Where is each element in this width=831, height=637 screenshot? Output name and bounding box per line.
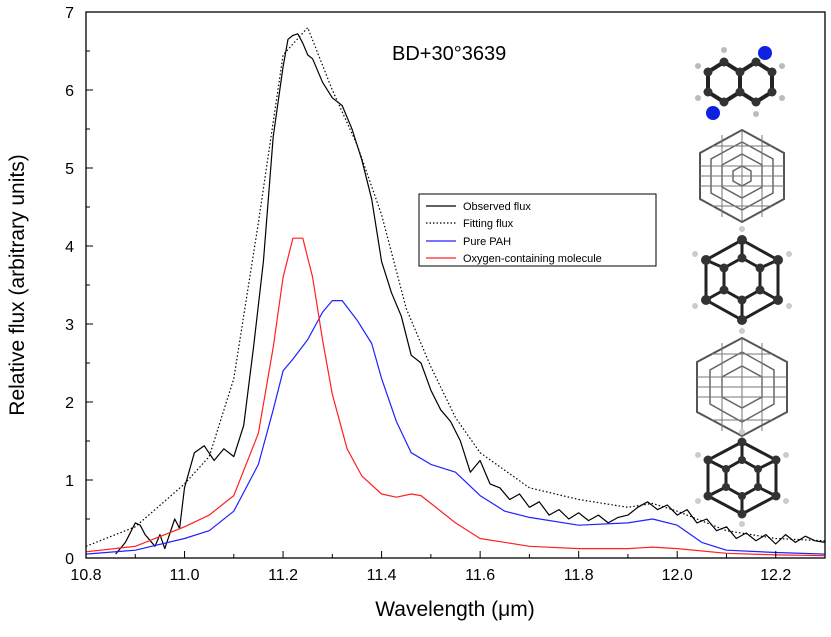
molecule-structure-4: [696, 336, 788, 438]
series-group: [85, 27, 826, 557]
y-ticks: 0 1 2 3 4 5 6 7: [65, 5, 93, 568]
series-line-oxygen-containing-molecule: [85, 237, 826, 557]
y-tick-label: 7: [65, 5, 74, 22]
y-axis-title: Relative flux (arbitrary units): [6, 154, 29, 415]
x-tick-label: 12.0: [662, 567, 693, 584]
x-axis-title: Wavelength (μm): [375, 598, 535, 621]
x-tick-label: 11.8: [564, 567, 594, 584]
molecule-structure-2: [699, 128, 785, 224]
molecule-structure-5: [695, 429, 789, 527]
x-tick-label: 10.8: [70, 567, 101, 584]
x-tick-label: 12.2: [760, 567, 791, 584]
y-tick-label: 2: [65, 395, 74, 412]
legend-label-pah: Pure PAH: [463, 236, 511, 248]
x-tick-label: 11.4: [367, 567, 397, 584]
y-tick-label: 4: [65, 239, 74, 256]
molecule-structure-3: [692, 226, 792, 334]
y-tick-label: 5: [65, 161, 74, 178]
legend-label-observed: Observed flux: [463, 201, 531, 213]
y-tick-label: 3: [65, 317, 74, 334]
series-line-observed-flux: [115, 33, 826, 555]
legend-label-oxygen: Oxygen-containing molecule: [463, 253, 602, 265]
y-tick-label: 6: [65, 83, 74, 100]
x-tick-label: 11.2: [268, 567, 298, 584]
annotation-label: BD+30°3639: [392, 43, 506, 65]
legend: Observed flux Fitting flux Pure PAH Oxyg…: [418, 193, 657, 267]
x-tick-label: 11.0: [170, 567, 200, 584]
series-line-pure-pah: [85, 300, 826, 555]
x-ticks: 10.8 11.0 11.2 11.4 11.6 11.8 12.0 12.2: [70, 551, 826, 584]
y-tick-label: 0: [65, 551, 74, 568]
legend-box: [418, 193, 657, 267]
series-line-fitting-flux: [85, 27, 826, 547]
y-tick-label: 1: [65, 473, 74, 490]
legend-label-fitting: Fitting flux: [463, 218, 514, 230]
x-tick-label: 11.6: [465, 567, 495, 584]
molecule-structure-1: [695, 46, 785, 120]
